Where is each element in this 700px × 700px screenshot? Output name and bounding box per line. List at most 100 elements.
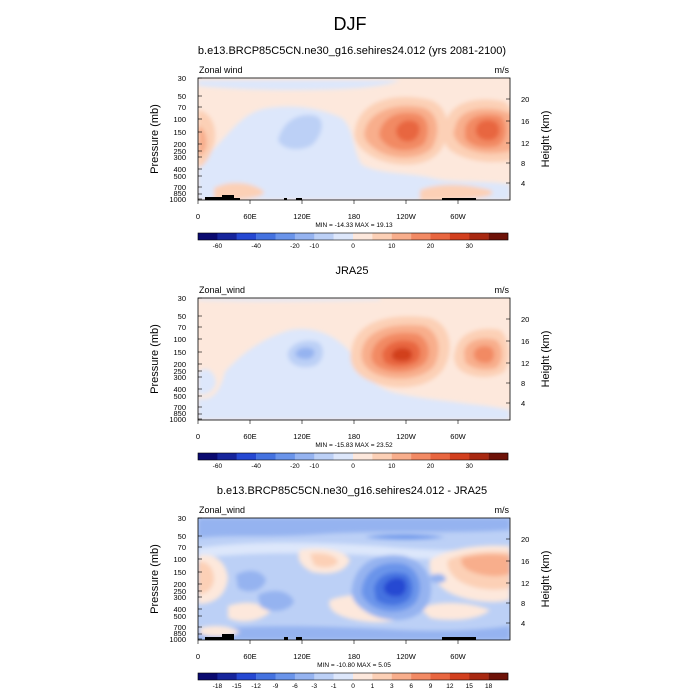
panel-2-y2label: Height (km) [540,331,552,388]
colorbar-label: -10 [310,463,320,470]
panel-3-ylabel: Pressure (mb) [149,544,161,614]
panel-2-ytick-label: 400 [173,385,186,394]
colorbar-box [236,453,257,460]
panel-3-field [198,518,510,640]
colorbar-box [449,673,470,680]
panel-2-ytick-label: 1000 [169,415,186,424]
colorbar-box [449,453,470,460]
panel-2-upper-band [198,298,380,302]
panel-1-x-ticks: 0 60E 120E 180 120W 60W [196,200,467,221]
panel-1-left-jet-core [198,126,207,156]
panel-1-ytick-label: 400 [173,165,186,174]
panel-2-y2tick-label: 12 [521,359,529,368]
colorbar-box [198,453,218,460]
panel-2-ytick-label: 30 [178,294,186,303]
panel-2-ytick-label: 100 [173,335,186,344]
panel-3-right-positive-3 [461,554,510,577]
panel-1-units-label: m/s [495,65,510,75]
panel-3-topography-1 [205,637,223,640]
panel-3-stats: MIN = -10.80 MAX = 5.05 [317,662,391,669]
panel-1-topography-2 [222,195,234,200]
colorbar-box [488,453,509,460]
colorbar-box [353,453,373,460]
panel-1-xtick-label: 120E [293,212,311,221]
colorbar-label: -60 [213,463,223,470]
panel-3-units-label: m/s [495,505,510,515]
colorbar-box [294,673,315,680]
panel-3-ytick-label: 300 [173,593,186,602]
colorbar-label: -3 [311,683,317,690]
colorbar-box [469,453,489,460]
panel-3-xtick-label: 0 [196,652,200,661]
panel-3-ytick-label: 70 [178,543,186,552]
colorbar-box [430,233,451,240]
panel-1-ylabel: Pressure (mb) [149,104,161,174]
panel-2-ytick-label: 700 [173,403,186,412]
panel-3-mid-positive-2 [310,553,338,568]
panel-1-field [198,78,510,200]
panel-2-easterly-center [295,347,315,360]
colorbar-label: 20 [427,243,435,250]
panel-2-ytick-label: 200 [173,360,186,369]
panel-2-xtick-label: 180 [348,432,361,441]
panel-1-topography-1 [205,197,223,200]
panel-1-xtick-label: 60W [450,212,466,221]
colorbar-label: 0 [351,243,355,250]
panel-3-light-band [198,542,510,559]
colorbar-label: -15 [232,683,242,690]
panel-1-ytick-label: 500 [173,172,186,181]
panel-2-ytick-label: 150 [173,348,186,357]
colorbar-label: -40 [251,243,261,250]
colorbar-box [314,673,334,680]
panel-1-y2tick-label: 20 [521,95,529,104]
panel-2-y2tick-label: 16 [521,337,529,346]
panel-3-xtick-label: 120W [396,652,417,661]
colorbar-label: 0 [351,463,355,470]
colorbar-frame [197,452,509,461]
panel-1: b.e13.BRCP85C5CN.ne30_g16.sehires24.012 … [149,45,552,250]
panel-3-xtick-label: 60E [243,652,256,661]
panel-1-y2tick-label: 12 [521,139,529,148]
colorbar-frame [197,232,509,241]
panel-2-xtick-label: 120E [293,432,311,441]
colorbar-label: -60 [213,243,223,250]
panel-1-topography-4 [284,198,287,200]
colorbar-box [411,453,431,460]
panel-1-jet-east-core [396,120,420,142]
colorbar-box [236,233,257,240]
panel-1-ytick-label: 1000 [169,195,186,204]
colorbar-label: 10 [388,463,396,470]
colorbar-box [275,453,296,460]
panel-1-surface-westerly-2 [420,184,493,200]
colorbar-label: 30 [466,463,474,470]
panel-1-ytick-label: 300 [173,153,186,162]
panel-2-ytick-label: 500 [173,392,186,401]
panel-3-ytick-label: 700 [173,623,186,632]
colorbar-label: -9 [273,683,279,690]
colorbar-label: 0 [351,683,355,690]
colorbar-label: -10 [310,243,320,250]
colorbar-label: 20 [427,463,435,470]
panel-3-ytick-label: 400 [173,605,186,614]
colorbar-label: 12 [446,683,454,690]
colorbar-label: -20 [290,243,300,250]
panel-2-x-ticks: 0 60E 120E 180 120W 60W [196,420,467,441]
panel-1-easterly-band-upper [198,80,400,91]
colorbar-label: -18 [213,683,223,690]
panel-1-xtick-label: 60E [243,212,256,221]
panel-1-y-ticks: 30 50 70 100 150 200 250 300 400 500 700… [169,74,202,204]
colorbar-label: 10 [388,243,396,250]
panel-3-xtick-label: 180 [348,652,361,661]
colorbar-label: -12 [251,683,261,690]
panel-3-y2tick-label: 16 [521,557,529,566]
colorbar-label: -6 [292,683,298,690]
panel-2-easterly-band [198,329,510,420]
panel-2-ytick-label: 300 [173,373,186,382]
panel-2-xtick-label: 60W [450,432,466,441]
colorbar-frame [197,672,509,681]
panel-3-ytick-label: 500 [173,612,186,621]
panel-2-colorbar: -60 -40 -20 -10 0 10 20 30 [197,452,509,470]
panel-1-colorbar: -60 -40 -20 -10 0 10 20 30 [197,232,509,250]
panel-3-deficit-core [383,578,407,597]
panel-3-topography-2 [222,634,234,640]
